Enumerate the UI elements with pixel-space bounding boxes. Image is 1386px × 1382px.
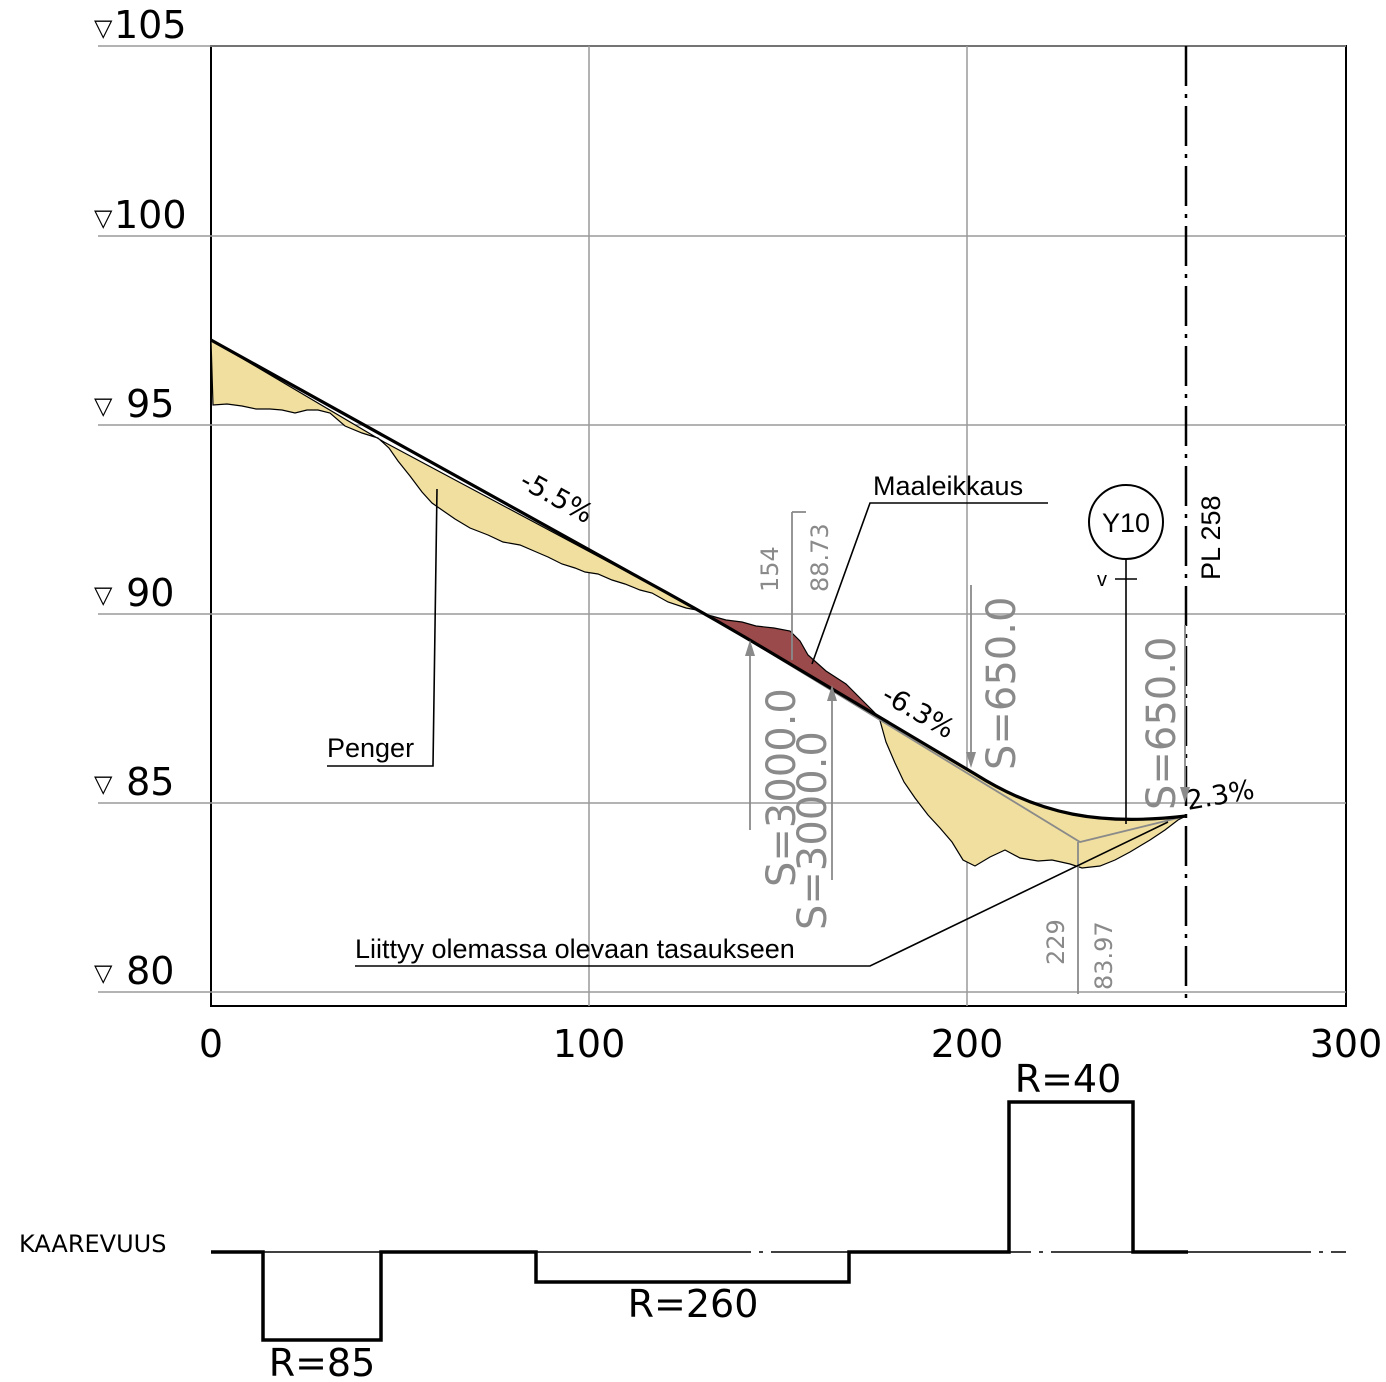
crest-station-label: 154 — [756, 546, 784, 592]
chainage-label: 0 — [199, 1022, 223, 1066]
elevation-label: 80 — [114, 949, 174, 993]
radius-label-r260: R=260 — [628, 1282, 759, 1326]
triangle-icon: ▽ — [94, 392, 113, 420]
elevation-label: 85 — [114, 760, 174, 804]
chainage-label: 300 — [1310, 1022, 1383, 1066]
chainage-axis: 0 100 200 300 — [199, 1022, 1382, 1066]
elevation-label: 100 — [114, 193, 187, 237]
triangle-icon: ▽ — [94, 959, 113, 987]
sag-station-label: 229 — [1042, 919, 1070, 965]
arrow-head — [966, 752, 976, 768]
sag-radius-label: S=650.0 — [1139, 637, 1185, 810]
elevation-label: 105 — [114, 3, 187, 47]
curvature-line — [211, 1100, 1188, 1342]
y10-label: Y10 — [1102, 508, 1150, 538]
chainage-label: 100 — [553, 1022, 626, 1066]
triangle-icon: ▽ — [94, 770, 113, 798]
chainage-label: 200 — [931, 1022, 1004, 1066]
crest-radius-label: S=3000.0 — [790, 731, 836, 930]
elevation-grid — [98, 45, 1346, 993]
crest-radius-label: S=3000.0 — [759, 688, 805, 887]
arrow-head — [745, 640, 755, 656]
sag-elevation-label: 83.97 — [1090, 921, 1118, 990]
grade-label: 2.3% — [1184, 774, 1257, 816]
penger-label: Penger — [327, 733, 414, 763]
triangle-icon: ▽ — [94, 581, 113, 609]
arrow-head — [827, 685, 837, 701]
triangle-icon: ▽ — [94, 14, 113, 42]
leader-line — [327, 488, 438, 767]
leader-line — [355, 821, 1169, 967]
curvature-label: KAAREVUUS — [19, 1230, 166, 1258]
crest-elevation-label: 88.73 — [806, 523, 834, 592]
maaleikkaus-label: Maaleikkaus — [873, 471, 1023, 501]
embankment-fill-area — [210, 338, 709, 616]
liittyy-label: Liittyy olemassa olevaan tasaukseen — [355, 934, 795, 964]
y10-v-label: v — [1097, 569, 1107, 591]
sag-radius-label: S=650.0 — [979, 597, 1025, 770]
radius-label-r40: R=40 — [1015, 1057, 1122, 1101]
design-profile-line — [210, 338, 1187, 822]
pl-label: PL 258 — [1196, 495, 1226, 580]
radius-label-r85: R=85 — [269, 1341, 376, 1382]
elevation-label: 95 — [114, 382, 174, 426]
triangle-icon: ▽ — [94, 204, 113, 232]
elevation-axis: ▽ 105 ▽ 100 ▽ 95 ▽ 90 ▽ 85 ▽ 80 — [94, 3, 187, 993]
leader-line — [811, 502, 1048, 665]
elevation-label: 90 — [114, 571, 174, 615]
arrow-head — [1180, 787, 1190, 803]
